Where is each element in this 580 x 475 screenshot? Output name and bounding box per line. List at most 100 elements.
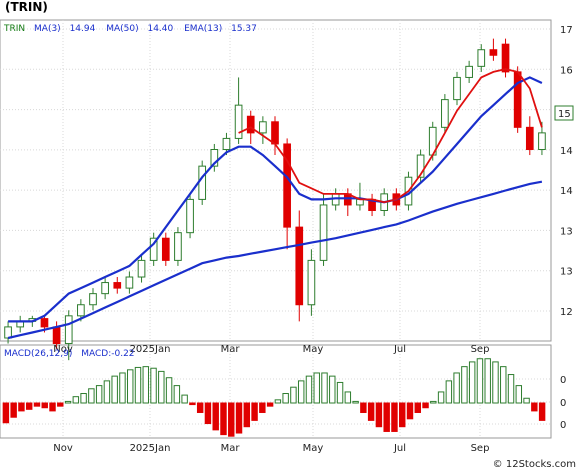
legend-ema13-value: 15.37 <box>231 24 257 34</box>
macd-bar-positive <box>282 393 289 404</box>
legend-ema13-label: EMA(13) <box>184 24 222 34</box>
macd-bar-negative <box>49 402 56 412</box>
candle-down <box>161 237 170 261</box>
price-tick-label: 13 <box>560 226 573 237</box>
macd-bar-negative <box>228 402 235 437</box>
macd-bar-positive <box>305 375 313 404</box>
candle-down <box>246 115 255 134</box>
candle-down <box>52 326 61 345</box>
price-axis: 17 16 15 14 14 13 13 12 <box>560 25 573 318</box>
candle-down <box>40 318 49 328</box>
macd-bar-positive <box>134 366 142 404</box>
candle-up <box>77 304 85 317</box>
candle-up <box>319 204 328 261</box>
macd-bar-negative <box>25 402 33 410</box>
price-tick-label: 12 <box>560 307 573 318</box>
macd-bar-negative <box>406 402 414 420</box>
macd-time-tick-label: 2025Jan <box>130 443 171 454</box>
candle-up <box>477 49 486 67</box>
macd-histogram <box>2 358 546 437</box>
macd-bar-negative <box>375 402 383 428</box>
macd-time-tick-label: Nov <box>53 443 73 454</box>
legend-ma50-label: MA(50) <box>106 24 138 34</box>
price-tick-label: 14 <box>560 146 573 157</box>
macd-time-axis: Nov 2025Jan Mar May Jul Sep <box>53 443 489 454</box>
candle-down <box>295 226 304 306</box>
candle-up <box>198 165 207 200</box>
macd-bar-negative <box>259 402 266 413</box>
macd-bar-positive <box>336 381 344 404</box>
macd-bar-positive <box>111 375 118 404</box>
macd-bar-positive <box>150 367 157 404</box>
macd-bar-negative <box>360 402 367 413</box>
footer-brand: © 12Stocks.com <box>492 459 576 470</box>
macd-bar-negative <box>57 402 64 407</box>
price-panel-frame <box>0 19 552 342</box>
macd-bar-negative <box>189 402 196 406</box>
macd-bar-positive <box>430 400 437 404</box>
candle-down <box>501 43 510 73</box>
macd-bar-negative <box>235 402 243 434</box>
macd-bar-positive <box>72 396 80 404</box>
macd-bar-negative <box>399 402 406 428</box>
macd-time-tick-label: May <box>303 443 324 454</box>
candle-down <box>283 143 291 228</box>
macd-bar-positive <box>476 358 484 404</box>
macd-bar-negative <box>251 402 258 421</box>
candle-down <box>489 49 498 56</box>
macd-bar-positive <box>64 400 72 404</box>
macd-bar-negative <box>243 402 251 428</box>
candle-up <box>137 259 146 278</box>
macd-bar-negative <box>33 402 41 407</box>
macd-bar-positive <box>142 366 149 404</box>
macd-legend-value: MACD:-0.22 <box>81 349 134 359</box>
macd-bar-negative <box>383 402 390 432</box>
macd-bar-negative <box>422 402 429 409</box>
candle-down <box>113 282 122 289</box>
last-price-tag: 15 <box>558 109 571 120</box>
candle-up <box>4 326 12 339</box>
macd-bar-positive <box>329 375 336 404</box>
macd-bar-positive <box>445 380 453 404</box>
macd-bar-negative <box>538 402 546 421</box>
line-ma50 <box>7 180 543 340</box>
legend-ma3-value: 14.94 <box>70 24 96 34</box>
macd-time-tick-label: Mar <box>221 443 241 454</box>
time-tick-label: Jul <box>393 344 406 355</box>
macd-bar-positive <box>274 399 282 404</box>
price-tick-label: 13 <box>560 267 573 278</box>
macd-bar-positive <box>165 377 173 404</box>
macd-bar-negative <box>220 402 227 436</box>
macd-bar-positive <box>453 372 460 404</box>
candle-up <box>149 237 158 261</box>
svg-text:TRIN MA(3) 14.94: TRIN MA(3) 14.94 MA(50) 14.40 EMA(13) 15… <box>3 24 257 34</box>
candle-down <box>271 121 279 145</box>
macd-bar-positive <box>437 391 445 404</box>
candle-up <box>416 154 425 178</box>
last-price-tag-box <box>554 105 574 121</box>
macd-bar-positive <box>158 370 165 404</box>
macd-bar-positive <box>80 393 87 404</box>
price-tick-label: 16 <box>560 65 573 76</box>
macd-bar-positive <box>507 374 515 404</box>
macd-tick-label: 0 <box>560 375 566 386</box>
time-tick-label: May <box>303 344 324 355</box>
macd-bar-negative <box>41 402 48 409</box>
time-axis: Nov 2025Jan Mar May Jul Sep <box>53 344 489 355</box>
macd-bar-negative <box>212 402 219 431</box>
macd-bar-negative <box>18 402 25 412</box>
candle-up <box>453 76 461 101</box>
macd-bar-negative <box>204 402 212 425</box>
ticker-title: (TRIN) <box>5 0 48 14</box>
line-ema13 <box>8 76 543 323</box>
macd-bar-positive <box>500 366 507 404</box>
macd-bar-positive <box>523 397 530 404</box>
candle-up <box>89 293 97 306</box>
svg-text:MACD(26,12,9) MACD:-0.22: MACD(26,12,9) MACD:-0.22 <box>4 349 135 359</box>
macd-time-tick-label: Jul <box>393 443 406 454</box>
macd-bar-positive <box>103 380 111 404</box>
candle-up <box>234 104 243 139</box>
line-ma3 <box>238 68 543 204</box>
macd-bar-positive <box>484 358 491 404</box>
